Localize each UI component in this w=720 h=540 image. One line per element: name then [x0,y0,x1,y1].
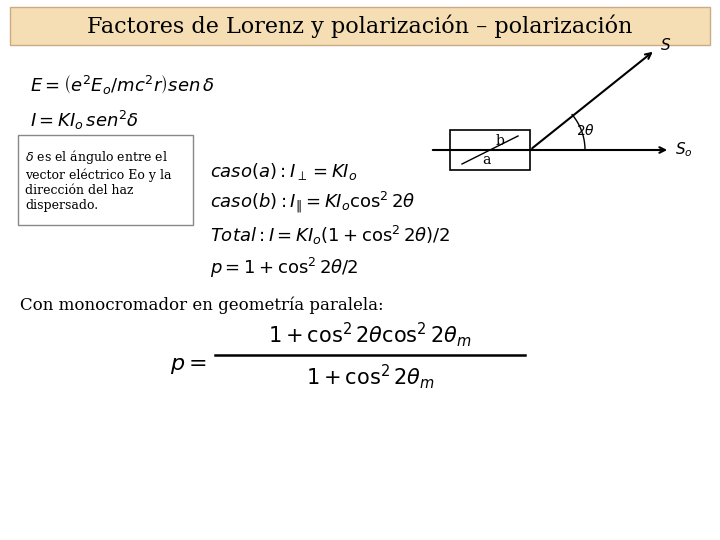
Text: $\delta$ es el ángulo entre el
vector eléctrico Eo y la
dirección del haz
disper: $\delta$ es el ángulo entre el vector el… [25,148,171,212]
Text: Con monocromador en geometría paralela:: Con monocromador en geometría paralela: [20,296,384,314]
Text: $caso(b): I_{\|} = KI_o\cos^2 2\theta$: $caso(b): I_{\|} = KI_o\cos^2 2\theta$ [210,190,415,214]
Text: $p = 1 + \cos^2 2\theta/2$: $p = 1 + \cos^2 2\theta/2$ [210,256,359,280]
Text: a: a [482,153,490,167]
Text: $E = \left(e^2E_o/mc^2r\right)sen\,\delta$: $E = \left(e^2E_o/mc^2r\right)sen\,\delt… [30,73,215,97]
Text: $S_o$: $S_o$ [675,140,693,159]
Text: b: b [495,134,504,148]
Text: $1 + \cos^2 2\theta_m$: $1 + \cos^2 2\theta_m$ [305,362,434,392]
Text: $2\theta$: $2\theta$ [577,123,595,138]
Text: $p =$: $p =$ [170,354,207,376]
Text: $Total: I = KI_o\left(1+\cos^2 2\theta\right)/2$: $Total: I = KI_o\left(1+\cos^2 2\theta\r… [210,224,450,247]
Text: $I = KI_o\,sen^2\delta$: $I = KI_o\,sen^2\delta$ [30,109,139,132]
Text: $caso(a): I_{\perp} = KI_o$: $caso(a): I_{\perp} = KI_o$ [210,161,357,183]
Bar [450,130,530,170]
Text: $S$: $S$ [660,37,671,53]
Bar [18,135,193,225]
Text: Factores de Lorenz y polarización – polarización: Factores de Lorenz y polarización – pola… [87,14,633,38]
Text: $1 + \cos^2 2\theta\cos^2 2\theta_m$: $1 + \cos^2 2\theta\cos^2 2\theta_m$ [269,321,472,349]
FancyBboxPatch shape [10,7,710,45]
